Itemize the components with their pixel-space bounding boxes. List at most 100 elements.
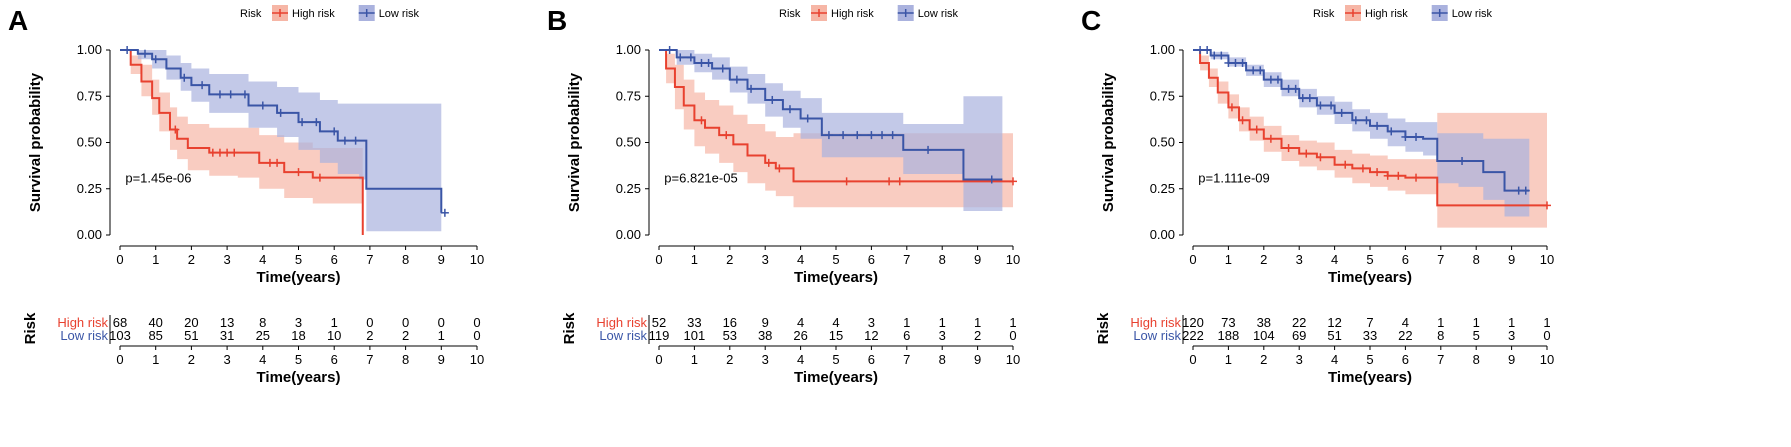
x-tick-label: 4 <box>1331 252 1338 267</box>
y-tick-label: 0.75 <box>77 88 102 103</box>
risk-x-tick-label: 10 <box>1540 352 1554 367</box>
censor-mark-high <box>1341 160 1350 169</box>
panel-c: C Risk High risk Low risk0.000.250.500.751.… <box>1081 5 1554 386</box>
censor-mark-high <box>764 158 773 167</box>
risk-count-low: 25 <box>256 328 270 343</box>
y-tick-label: 1.00 <box>616 42 641 57</box>
risk-x-tick-label: 3 <box>223 352 230 367</box>
censor-mark-low <box>1273 75 1282 84</box>
censor-mark-low <box>1298 94 1307 103</box>
censor-mark-low <box>987 175 996 184</box>
x-tick-label: 6 <box>1402 252 1409 267</box>
x-tick-label: 7 <box>903 252 910 267</box>
risk-count-high: 1 <box>903 315 910 330</box>
risk-count-high: 4 <box>797 315 804 330</box>
risk-count-high: 68 <box>113 315 127 330</box>
risk-x-tick-label: 2 <box>188 352 195 367</box>
risk-count-high: 3 <box>295 315 302 330</box>
risk-x-tick-label: 1 <box>1225 352 1232 367</box>
risk-group-low: Low risk <box>60 328 108 343</box>
risk-x-tick-label: 9 <box>974 352 981 367</box>
censor-mark-low <box>924 145 933 154</box>
censor-mark-low <box>298 118 307 127</box>
y-tick-label: 1.00 <box>77 42 102 57</box>
risk-x-tick-label: 10 <box>470 352 484 367</box>
risk-count-low: 38 <box>758 328 772 343</box>
x-tick-label: 8 <box>402 252 409 267</box>
censor-mark-low <box>330 127 339 136</box>
censor-mark-low <box>803 114 812 123</box>
panel-label: C <box>1081 5 1101 36</box>
survival-line-low <box>659 49 1003 181</box>
risk-x-axis-title: Time(years) <box>257 369 341 386</box>
risk-count-low: 22 <box>1398 328 1412 343</box>
survival-line-high <box>120 49 364 235</box>
x-tick-label: 0 <box>655 252 662 267</box>
x-tick-label: 2 <box>188 252 195 267</box>
x-tick-label: 8 <box>1473 252 1480 267</box>
risk-x-tick-label: 8 <box>402 352 409 367</box>
legend-label: High risk <box>831 8 874 20</box>
panel-b: B Risk High risk Low risk0.000.250.500.751.… <box>547 5 1020 386</box>
risk-x-tick-label: 7 <box>903 352 910 367</box>
censor-mark-low <box>1217 51 1226 60</box>
risk-group-high: High risk <box>1130 315 1181 330</box>
censor-mark-low <box>258 101 267 110</box>
risk-x-axis-title: Time(years) <box>1328 369 1412 386</box>
risk-count-high: 9 <box>762 315 769 330</box>
censor-mark-high <box>1284 144 1293 153</box>
risk-x-tick-label: 7 <box>1437 352 1444 367</box>
censor-mark-high <box>223 148 232 157</box>
risk-x-tick-label: 4 <box>259 352 266 367</box>
censor-mark-low <box>732 75 741 84</box>
risk-count-low: 101 <box>684 328 706 343</box>
censor-mark-low <box>1316 101 1325 110</box>
risk-count-low: 69 <box>1292 328 1306 343</box>
x-axis-title: Time(years) <box>257 269 341 286</box>
x-tick-label: 1 <box>1225 252 1232 267</box>
x-tick-label: 2 <box>1260 252 1267 267</box>
y-axis-title: Survival probability <box>1100 72 1117 212</box>
risk-group-low: Low risk <box>1133 328 1181 343</box>
x-tick-label: 6 <box>331 252 338 267</box>
risk-count-low: 31 <box>220 328 234 343</box>
censor-mark-low <box>440 208 449 217</box>
y-tick-label: 0.25 <box>616 181 641 196</box>
censor-mark-low <box>180 73 189 82</box>
y-tick-label: 0.25 <box>77 181 102 196</box>
x-tick-label: 1 <box>691 252 698 267</box>
censor-mark-low <box>276 108 285 117</box>
censor-mark-low <box>867 131 876 140</box>
risk-x-tick-label: 2 <box>1260 352 1267 367</box>
risk-x-tick-label: 0 <box>1189 352 1196 367</box>
censor-mark-high <box>1394 171 1403 180</box>
censor-mark-high <box>722 131 731 140</box>
panel-label: A <box>8 5 28 36</box>
x-tick-label: 0 <box>1189 252 1196 267</box>
risk-count-low: 85 <box>148 328 162 343</box>
x-tick-label: 3 <box>762 252 769 267</box>
censor-mark-high <box>171 125 180 134</box>
censor-mark-low <box>1305 94 1314 103</box>
censor-mark-low <box>312 118 321 127</box>
risk-count-low: 103 <box>109 328 131 343</box>
risk-count-high: 1 <box>331 315 338 330</box>
x-tick-label: 9 <box>974 252 981 267</box>
risk-x-tick-label: 8 <box>939 352 946 367</box>
x-tick-label: 3 <box>1296 252 1303 267</box>
risk-x-tick-label: 7 <box>366 352 373 367</box>
risk-x-tick-label: 5 <box>295 352 302 367</box>
y-tick-label: 0.75 <box>616 88 641 103</box>
legend-label: High risk <box>292 8 335 20</box>
risk-x-tick-label: 6 <box>1402 352 1409 367</box>
censor-mark-low <box>198 81 207 90</box>
x-tick-label: 10 <box>470 252 484 267</box>
ci-band-low <box>659 50 1003 211</box>
risk-count-high: 0 <box>402 315 409 330</box>
censor-mark-high <box>775 164 784 173</box>
censor-mark-high <box>885 177 894 186</box>
risk-group-low: Low risk <box>599 328 647 343</box>
risk-x-tick-label: 6 <box>331 352 338 367</box>
risk-count-high: 38 <box>1257 315 1271 330</box>
